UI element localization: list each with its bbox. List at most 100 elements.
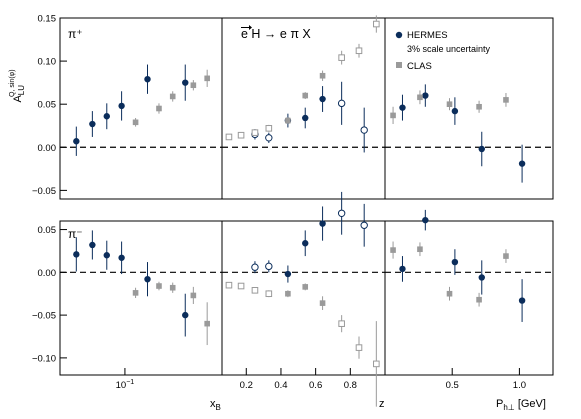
data-point [265, 262, 273, 271]
xtick-label: 0.2 [240, 380, 253, 391]
legend-label-hermes: HERMES [407, 30, 448, 41]
data-point [338, 54, 345, 61]
ytick-label: 0.10 [38, 57, 57, 68]
data-point [399, 104, 406, 111]
data-point [319, 95, 326, 103]
data-point [360, 126, 368, 134]
ytick-label: −0.10 [32, 353, 56, 364]
panel-frame [221, 17, 386, 200]
data-point [284, 270, 292, 278]
data-point [204, 75, 210, 82]
legend: HERMES 3% scale uncertainty CLAS [395, 30, 491, 72]
series-hermes-filled [73, 64, 189, 156]
series-hermes-open [251, 81, 368, 153]
row-label-pi-minus: π⁻ [68, 227, 83, 241]
data-point [251, 129, 259, 136]
data-point [190, 292, 197, 299]
data-point [169, 284, 176, 291]
data-point [265, 125, 273, 132]
panel-frame [59, 220, 223, 376]
data-point [373, 20, 380, 28]
data-point [373, 360, 380, 368]
data-point [73, 138, 80, 145]
series-clas-filled [132, 69, 210, 127]
arrow-head [249, 25, 252, 30]
series-clas-filled [390, 90, 509, 125]
data-point [237, 131, 245, 139]
data-point [518, 160, 526, 167]
series-hermes-filled [399, 84, 526, 183]
reaction-label: e H → e π X [241, 27, 311, 41]
panel-2 [221, 15, 386, 200]
legend-label-scale: 3% scale uncertainty [407, 44, 491, 54]
xtick-label: 0.4 [274, 380, 287, 391]
data-point [319, 220, 326, 227]
x-axis-label-pt: Ph⊥ [GeV] [496, 398, 546, 412]
data-point [204, 320, 210, 327]
data-point [251, 263, 259, 271]
data-point [446, 101, 453, 107]
data-point [355, 47, 363, 55]
ytick-label: −0.05 [32, 311, 56, 322]
data-point [118, 102, 125, 110]
xtick-label: 0.5 [446, 380, 459, 391]
xtick-label: 1.0 [513, 380, 526, 391]
data-point [118, 254, 125, 261]
data-point [144, 75, 151, 83]
data-point [225, 281, 233, 289]
series-hermes-open [251, 191, 368, 274]
panel-5: 0.2 0.4 0.6 0.8 [221, 191, 386, 407]
series-hermes-filled [284, 206, 326, 283]
data-point [132, 119, 139, 126]
data-point [451, 107, 459, 115]
panel-frame [59, 17, 223, 200]
series-hermes-filled [399, 209, 526, 322]
data-point [319, 72, 326, 79]
data-point [89, 120, 96, 128]
data-point [237, 282, 245, 290]
data-point [103, 252, 110, 259]
data-point [169, 93, 176, 100]
panel-1: −0.05 0.00 0.05 0.10 0.15 [32, 14, 223, 200]
data-point [302, 284, 309, 290]
data-point [302, 92, 309, 99]
data-point [399, 265, 406, 273]
data-point [417, 94, 423, 101]
ytick-label: 0.00 [38, 143, 57, 154]
data-point [338, 320, 345, 327]
series-hermes-filled [284, 86, 326, 129]
data-point [182, 79, 189, 86]
data-point [422, 216, 429, 224]
data-point [190, 82, 197, 89]
data-point [319, 300, 326, 306]
row-label-pi-plus: π⁺ [68, 27, 83, 41]
data-point [390, 112, 396, 119]
data-point [144, 275, 151, 283]
data-point [225, 133, 233, 141]
panel-frame [384, 220, 554, 376]
legend-label-clas: CLAS [407, 61, 432, 72]
data-point [417, 246, 423, 253]
ytick-label: 0.15 [38, 14, 57, 25]
data-point [422, 92, 429, 99]
data-point [478, 274, 485, 281]
x-axis-label-z: z [379, 398, 385, 410]
data-point [73, 251, 80, 258]
y-axis-label: ALUQ, sin(φ) [9, 69, 26, 102]
series-clas-filled [390, 241, 509, 307]
panel-3 [384, 17, 554, 200]
xtick-label: 0.6 [309, 380, 322, 391]
data-point [251, 287, 259, 294]
data-point [476, 296, 482, 303]
ytick-label: 0.05 [38, 225, 57, 236]
data-point [132, 290, 139, 296]
xtick-label: 10−1 [116, 379, 135, 391]
series-clas-filled [285, 70, 326, 125]
ytick-label: −0.05 [32, 186, 56, 197]
x-axis-label-xb: xB [210, 398, 221, 412]
data-point [476, 103, 482, 110]
panel-frame [384, 17, 554, 200]
data-point [285, 290, 291, 297]
panel-4: −0.10 −0.05 0.00 0.05 10−1 [32, 220, 223, 391]
